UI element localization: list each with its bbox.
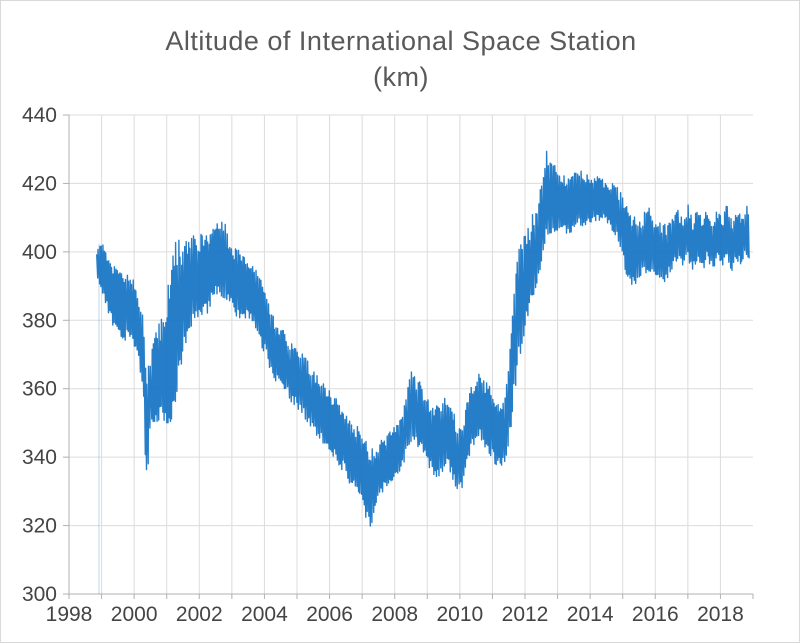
x-tick-label: 2008 <box>371 603 418 626</box>
x-tick-label: 2000 <box>111 603 158 626</box>
y-tick-label: 360 <box>22 378 57 401</box>
x-tick-label: 1998 <box>46 603 93 626</box>
x-tick-label: 2004 <box>241 603 288 626</box>
y-tick-label: 420 <box>22 172 57 195</box>
y-tick-label: 440 <box>22 104 57 127</box>
chart-title-line2: (km) <box>373 62 429 92</box>
y-tick-label: 320 <box>22 515 57 538</box>
y-tick-label: 400 <box>22 241 57 264</box>
y-tick-label: 300 <box>22 583 57 606</box>
x-tick-label: 2018 <box>697 603 744 626</box>
chart-title: Altitude of International Space Station … <box>1 23 799 95</box>
chart-title-line1: Altitude of International Space Station <box>165 26 637 56</box>
altitude-line <box>96 150 750 527</box>
y-tick-label: 380 <box>22 309 57 332</box>
x-tick-label: 2016 <box>632 603 679 626</box>
x-tick-label: 2014 <box>567 603 614 626</box>
x-tick-label: 2012 <box>502 603 549 626</box>
x-tick-label: 2006 <box>306 603 353 626</box>
y-tick-label: 340 <box>22 446 57 469</box>
x-tick-label: 2010 <box>436 603 483 626</box>
x-tick-label: 2002 <box>176 603 223 626</box>
